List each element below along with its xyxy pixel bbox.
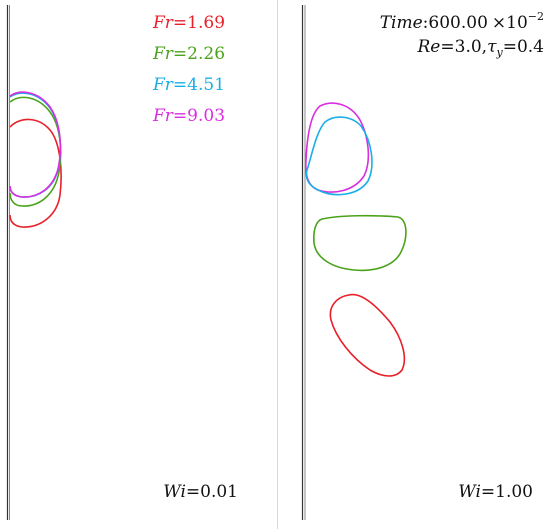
bubble-right-fr-2-26: [313, 214, 407, 272]
legend-entry-4: Fr=9.03: [152, 106, 225, 126]
bubble-right-fr-1-69: [329, 293, 406, 377]
legend-entry-3: Fr=4.51: [152, 75, 225, 95]
time-label: Time:600.00 ×10−2: [380, 10, 544, 33]
bubble-left-fr-2-26: [9, 96, 62, 207]
right-panel-wall: [301, 5, 306, 520]
legend-entry-2: Fr=2.26: [152, 44, 225, 64]
params-label: Re=3.0,τy=0.4: [417, 37, 545, 59]
legend: Fr=1.69 Fr=2.26 Fr=4.51 Fr=9.03: [152, 13, 225, 126]
bubble-right-fr-4-51: [305, 116, 373, 196]
bubble-left-fr-1-69: [9, 118, 62, 228]
wi-label-left: Wi=0.01: [163, 482, 238, 502]
bubble-left-fr-9-03: [9, 91, 62, 198]
wi-label-right: Wi=1.00: [458, 482, 533, 502]
bubble-right-fr-9-03: [305, 102, 370, 193]
left-panel-wall: [6, 5, 10, 520]
legend-entry-1: Fr=1.69: [152, 13, 225, 33]
